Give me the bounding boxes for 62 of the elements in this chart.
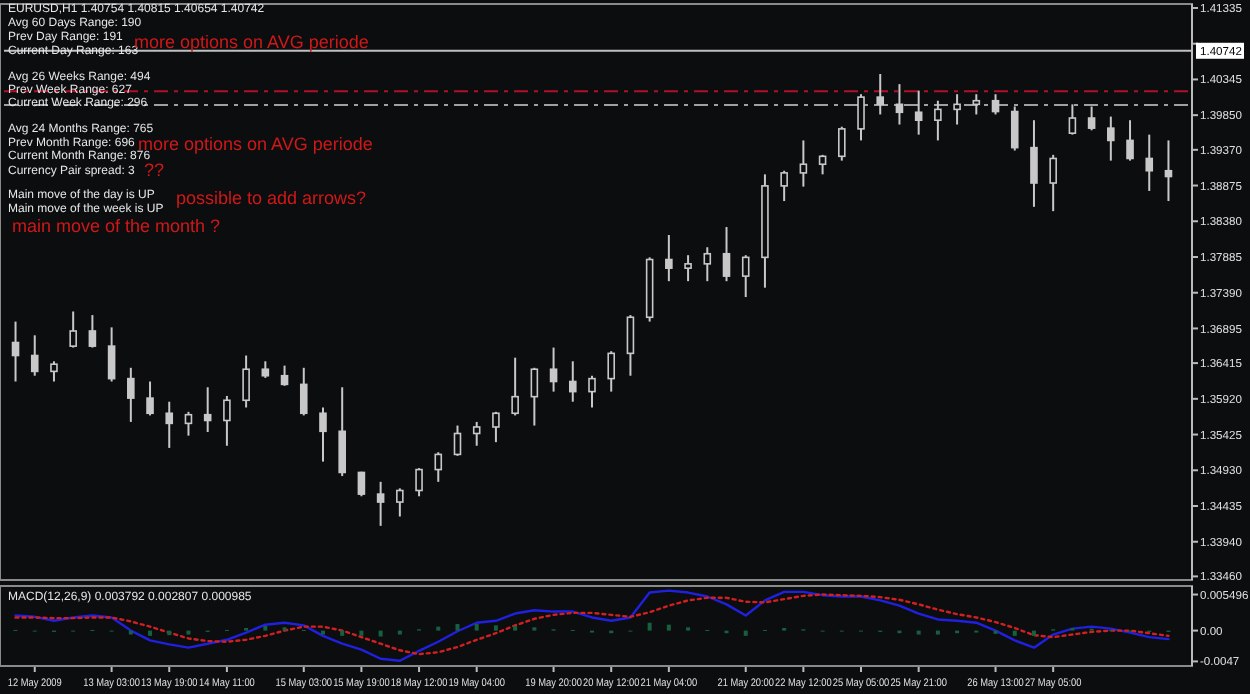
candlestick	[223, 394, 231, 447]
candlestick	[1126, 119, 1134, 162]
candlestick	[780, 169, 788, 203]
candlestick	[684, 254, 692, 283]
candlestick	[11, 320, 20, 383]
candlestick	[876, 73, 885, 116]
candlestick	[50, 360, 58, 383]
candlestick	[838, 125, 846, 162]
candlestick	[396, 487, 404, 518]
candlestick	[319, 406, 327, 463]
annotation: possible to add arrows?	[176, 188, 367, 208]
candlestick	[1145, 133, 1154, 192]
candlestick	[357, 470, 366, 498]
candlestick	[107, 326, 116, 383]
candlestick	[280, 364, 289, 387]
candlestick	[165, 400, 174, 449]
candlestick	[1030, 119, 1038, 208]
candlestick	[703, 246, 712, 283]
candlestick	[472, 420, 481, 447]
candlestick	[741, 254, 750, 299]
candlestick	[30, 334, 39, 377]
candlestick	[376, 480, 385, 527]
candlestick	[991, 93, 1000, 116]
candlestick	[415, 467, 423, 498]
candlestick	[453, 424, 462, 457]
candlestick	[530, 366, 539, 427]
candlestick	[857, 93, 865, 142]
candlestick	[818, 153, 827, 176]
candlestick	[299, 366, 308, 417]
candlestick	[914, 89, 923, 136]
candlestick	[1010, 105, 1019, 152]
candlestick	[895, 83, 904, 126]
candlestick	[665, 233, 673, 283]
candlestick	[511, 356, 519, 417]
candlestick	[242, 354, 250, 409]
candlestick	[338, 386, 346, 478]
annotation: main move of the month ?	[12, 216, 221, 236]
candlestick	[1164, 139, 1173, 203]
candlestick	[1068, 103, 1077, 136]
candlestick	[934, 99, 942, 142]
candlestick	[607, 350, 616, 393]
annotation: more options on AVG periode	[134, 32, 369, 52]
candlestick	[127, 366, 135, 423]
candlestick	[799, 139, 808, 188]
candlestick	[492, 410, 500, 444]
candlestick	[549, 346, 558, 393]
candlestick	[568, 360, 577, 403]
candlestick	[588, 374, 596, 409]
candlestick	[972, 93, 981, 116]
candlestick	[1107, 115, 1115, 162]
annotation: ??	[144, 160, 165, 180]
candlestick	[69, 310, 77, 349]
candlestick	[88, 314, 97, 349]
candlestick	[203, 386, 212, 434]
candlestick	[146, 380, 154, 417]
candlestick	[953, 93, 961, 126]
candlestick	[722, 226, 731, 283]
candlestick	[1049, 153, 1057, 213]
candlestick	[184, 410, 193, 437]
candlestick	[1087, 105, 1096, 132]
candlestick	[626, 314, 635, 377]
candlestick	[434, 451, 443, 483]
